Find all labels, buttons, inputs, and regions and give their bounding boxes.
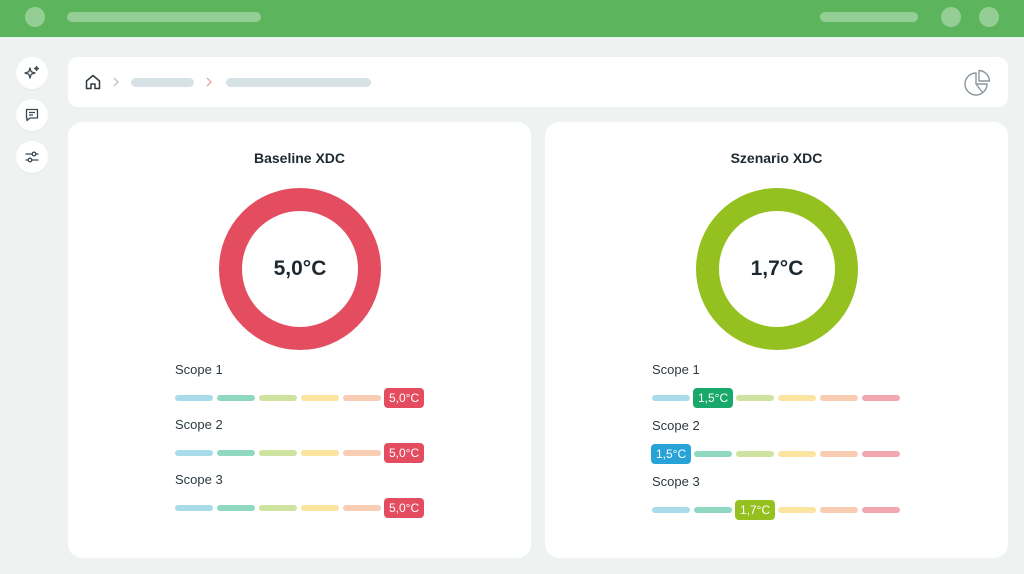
top-bar [0,0,1024,37]
temperature-badge: 5,0°C [384,388,425,408]
temperature-scale: 1,5°C [652,388,902,408]
sliders-icon [25,151,39,163]
scope-label: Scope 3 [652,474,700,489]
home-icon[interactable] [84,73,102,91]
temperature-scale: 5,0°C [175,498,425,518]
app-logo-placeholder[interactable] [25,7,45,27]
scope-row: Scope 3 1,7°C [652,474,902,520]
scale-segment [301,395,339,401]
temperature-badge: 5,0°C [384,498,425,518]
app-title-placeholder [67,12,261,22]
scale-segment [343,395,381,401]
breadcrumb [68,57,1008,107]
breadcrumb-item-placeholder[interactable] [131,78,194,87]
card-title: Szenario XDC [730,150,823,166]
scale-segment [820,451,858,457]
scale-segment [217,505,255,511]
chevron-right-icon [113,77,119,87]
comment-icon [25,108,39,122]
breadcrumb-item-placeholder [226,78,371,87]
scale-segment [652,395,690,401]
scenario-value: 1,7°C [750,257,804,280]
scale-segment [820,507,858,513]
baseline-card: Baseline XDC 5,0°C Scope 1 5,0°C Scope 2 5,… [68,122,531,558]
scale-segment [694,451,732,457]
scope-row: Scope 2 1,5°C [651,418,902,464]
scope-label: Scope 2 [175,417,223,432]
scale-segment [217,395,255,401]
scale-segment [343,450,381,456]
scope-row: Scope 2 5,0°C [175,417,425,463]
scale-segment [778,507,816,513]
sparkle-icon [24,65,40,79]
scope-label: Scope 1 [652,362,700,377]
scale-segment [778,395,816,401]
scale-segment [778,451,816,457]
scale-segment [820,395,858,401]
scale-segment [259,450,297,456]
scenario-card: Szenario XDC 1,7°C Scope 1 1,5°C Scope 2 1,… [545,122,1008,558]
baseline-donut [219,188,381,350]
user-name-placeholder [820,12,918,22]
scale-segment [217,450,255,456]
ai-assistant-button[interactable] [16,57,48,89]
scope-label: Scope 1 [175,362,223,377]
scale-segment [862,395,900,401]
chevron-right-icon [206,77,212,87]
scale-segment [175,505,213,511]
scale-segment [862,507,900,513]
scale-segment [736,451,774,457]
pie-chart-icon[interactable] [962,68,992,98]
temperature-scale: 5,0°C [175,443,425,463]
scale-segment [736,395,774,401]
temperature-badge: 1,7°C [735,500,776,520]
scenario-donut [696,188,858,350]
card-title: Baseline XDC [253,150,346,166]
temperature-scale: 1,7°C [652,500,902,520]
scope-row: Scope 1 1,5°C [652,362,902,408]
scope-row: Scope 1 5,0°C [175,362,425,408]
scale-segment [259,395,297,401]
scale-segment [175,450,213,456]
scale-segment [694,507,732,513]
scale-segment [259,505,297,511]
filters-button[interactable] [16,141,48,173]
scope-label: Scope 3 [175,472,223,487]
scale-segment [862,451,900,457]
temperature-badge: 1,5°C [693,388,734,408]
temperature-badge: 5,0°C [384,443,425,463]
profile-avatar[interactable] [979,7,999,27]
comments-button[interactable] [16,99,48,131]
scale-segment [301,505,339,511]
notification-button[interactable] [941,7,961,27]
scope-label: Scope 2 [652,418,700,433]
scale-segment [652,507,690,513]
temperature-scale: 1,5°C [651,444,902,464]
temperature-scale: 5,0°C [175,388,425,408]
baseline-value: 5,0°C [273,257,327,280]
scale-segment [175,395,213,401]
temperature-badge: 1,5°C [651,444,692,464]
scale-segment [301,450,339,456]
scope-row: Scope 3 5,0°C [175,472,425,518]
scale-segment [343,505,381,511]
